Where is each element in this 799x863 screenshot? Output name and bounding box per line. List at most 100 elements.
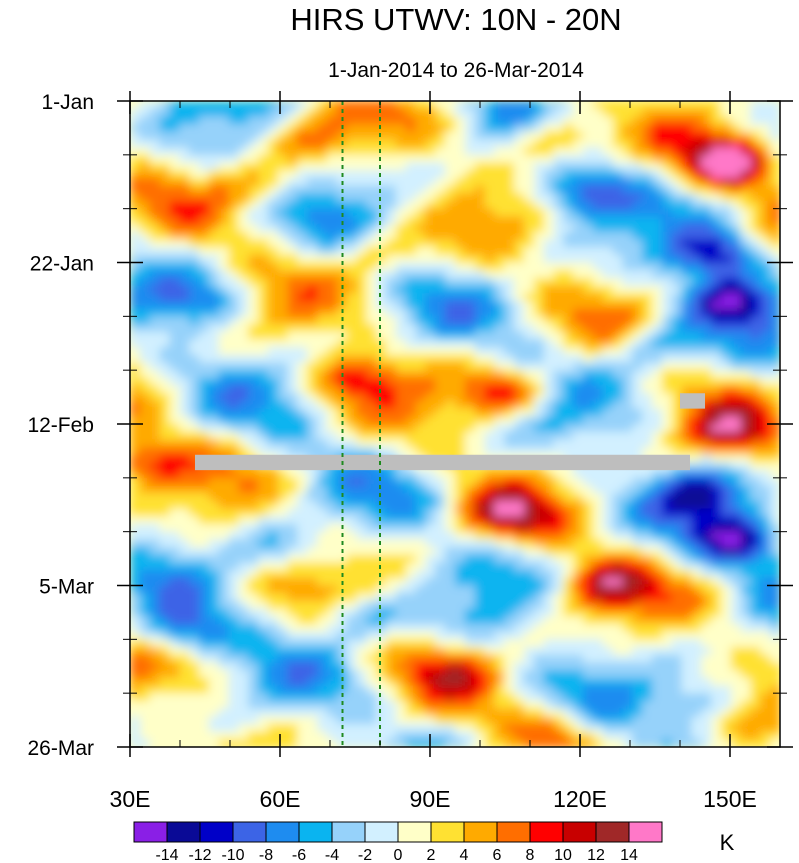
heatmap-cell (612, 193, 624, 202)
heatmap-cell (543, 385, 555, 395)
heatmap-cell (455, 101, 466, 110)
heatmap-cell (720, 231, 732, 241)
heatmap-cell (405, 424, 417, 433)
heatmap-cell (228, 162, 240, 172)
heatmap-cell (651, 270, 663, 279)
heatmap-cell (267, 216, 279, 225)
heatmap-cell (248, 485, 259, 495)
heatmap-cell (711, 631, 722, 641)
heatmap-cell (218, 493, 230, 502)
heatmap-cell (189, 147, 200, 156)
heatmap-cell (642, 516, 653, 525)
heatmap-cell (484, 439, 496, 448)
heatmap-cell (179, 393, 190, 402)
heatmap-cell (514, 208, 525, 218)
heatmap-cell (523, 662, 535, 671)
heatmap-cell (445, 293, 456, 302)
heatmap-cell (405, 562, 417, 572)
heatmap-cell (730, 170, 742, 179)
heatmap-cell (455, 570, 466, 579)
heatmap-cell (208, 216, 220, 225)
heatmap-cell (750, 300, 762, 310)
heatmap-cell (307, 393, 319, 402)
heatmap-cell (543, 547, 555, 556)
heatmap-cell (179, 285, 190, 295)
heatmap-cell (425, 677, 437, 687)
heatmap-cell (563, 570, 575, 579)
heatmap-cell (297, 431, 309, 441)
heatmap-cell (514, 523, 525, 533)
heatmap-cell (238, 600, 250, 610)
heatmap-cell (740, 247, 752, 256)
heatmap-cell (307, 424, 319, 433)
heatmap-cell (474, 308, 486, 318)
heatmap-cell (592, 562, 604, 572)
heatmap-cell (395, 231, 407, 241)
heatmap-cell (533, 393, 545, 402)
heatmap-cell (208, 224, 220, 233)
heatmap-cell (553, 377, 565, 387)
heatmap-cell (583, 554, 594, 564)
heatmap-cell (504, 608, 515, 618)
heatmap-cell (445, 208, 456, 218)
heatmap-cell (336, 639, 348, 648)
heatmap-cell (602, 670, 614, 679)
heatmap-cell (287, 362, 299, 372)
heatmap-cell (297, 162, 309, 172)
heatmap-cell (228, 562, 240, 572)
heatmap-cell (356, 285, 368, 295)
heatmap-cell (179, 385, 190, 395)
heatmap-cell (139, 554, 151, 564)
heatmap-cell (740, 416, 752, 425)
heatmap-cell (248, 200, 259, 210)
heatmap-cell (730, 193, 742, 202)
heatmap-cell (671, 516, 683, 525)
heatmap-cell (238, 516, 250, 525)
heatmap-cell (287, 347, 299, 356)
heatmap-cell (671, 124, 683, 133)
heatmap-cell (435, 139, 447, 149)
heatmap-cell (474, 247, 486, 256)
heatmap-cell (543, 239, 555, 249)
heatmap-cell (681, 623, 693, 633)
heatmap-cell (425, 400, 437, 410)
heatmap-cell (139, 416, 151, 425)
heatmap-cell (395, 493, 407, 502)
heatmap-cell (701, 516, 712, 525)
heatmap-cell (415, 247, 427, 256)
heatmap-cell (533, 224, 545, 233)
heatmap-cell (267, 239, 279, 249)
heatmap-cell (592, 108, 604, 118)
heatmap-cell (346, 608, 358, 618)
heatmap-cell (592, 162, 604, 172)
heatmap-cell (425, 193, 437, 202)
heatmap-cell (258, 408, 269, 418)
heatmap-cell (533, 523, 545, 533)
heatmap-cell (366, 562, 378, 572)
heatmap-cell (267, 593, 279, 602)
heatmap-cell (661, 493, 673, 502)
heatmap-cell (740, 608, 752, 618)
heatmap-cell (602, 308, 614, 318)
heatmap-cell (474, 347, 486, 356)
heatmap-cell (130, 516, 141, 525)
heatmap-cell (297, 400, 309, 410)
heatmap-cell (277, 170, 289, 179)
heatmap-cell (474, 131, 486, 141)
heatmap-cell (750, 277, 762, 287)
heatmap-cell (730, 485, 742, 495)
heatmap-cell (711, 147, 722, 156)
heatmap-cell (750, 647, 762, 656)
heatmap-cell (553, 385, 565, 395)
heatmap-cell (661, 277, 673, 287)
heatmap-cell (760, 400, 772, 410)
heatmap-cell (376, 224, 387, 233)
heatmap-cell (661, 339, 673, 348)
heatmap-cell (376, 393, 387, 402)
heatmap-cell (198, 239, 210, 249)
heatmap-cell (346, 393, 358, 402)
heatmap-cell (770, 300, 780, 310)
heatmap-cell (149, 331, 161, 341)
heatmap-cell (651, 631, 663, 641)
heatmap-cell (592, 316, 604, 325)
